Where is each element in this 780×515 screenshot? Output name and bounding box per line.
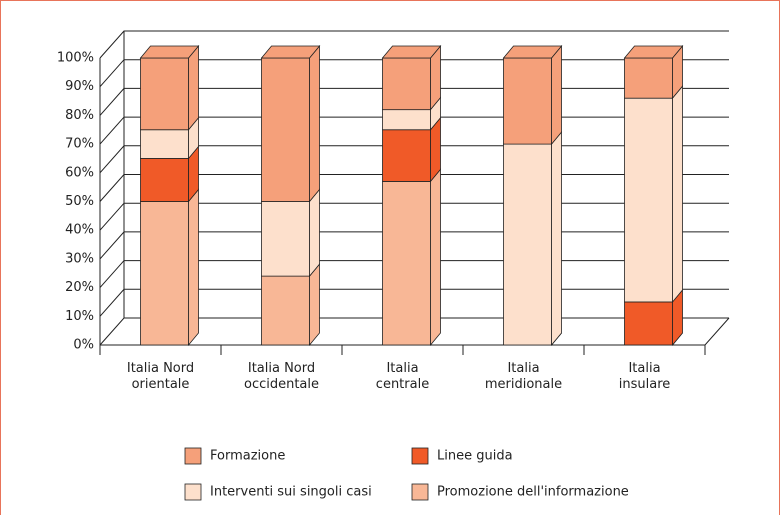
bar-side	[309, 263, 320, 347]
bar-segment	[140, 158, 189, 202]
bar-segment	[624, 97, 673, 303]
x-tick-label: Italia Nord orientale	[126, 361, 195, 392]
bar-segment	[624, 57, 673, 99]
y-tick-label: 30%	[65, 251, 94, 266]
bar-segment	[382, 129, 431, 182]
bar-side	[430, 168, 441, 347]
bar-side	[188, 188, 199, 347]
bar-side	[672, 85, 683, 304]
bar-top	[260, 45, 321, 59]
bar-top	[381, 45, 442, 59]
x-tick-label: Italia meridionale	[484, 361, 563, 392]
x-tick-label: Italia Nord occidentale	[243, 361, 320, 392]
legend-label: Formazione	[210, 449, 285, 464]
bar-segment	[261, 57, 310, 202]
x-tick-label: Italia centrale	[375, 361, 430, 392]
legend-swatch	[184, 447, 202, 465]
bar-segment	[503, 57, 552, 145]
y-tick-label: 80%	[65, 108, 94, 123]
bar-segment	[503, 143, 552, 346]
bar-segment	[140, 201, 189, 346]
legend-label: Interventi sui singoli casi	[210, 485, 372, 500]
y-tick-label: 20%	[65, 280, 94, 295]
bar-top	[623, 45, 684, 59]
bar-top	[139, 45, 200, 59]
y-tick-label: 90%	[65, 79, 94, 94]
y-tick-label: 40%	[65, 223, 94, 238]
bar-segment	[140, 57, 189, 131]
bar-segment	[140, 129, 189, 159]
bar-side	[309, 188, 320, 278]
bar-segment	[382, 181, 431, 346]
bar-segment	[382, 57, 431, 111]
legend-swatch	[411, 483, 429, 501]
legend-label: Linee guida	[437, 449, 513, 464]
bar-side	[309, 44, 320, 203]
y-tick-label: 60%	[65, 165, 94, 180]
bar-segment	[624, 301, 673, 346]
x-tick-label: Italia insulare	[618, 361, 671, 392]
y-tick-label: 50%	[65, 194, 94, 209]
y-tick-label: 10%	[65, 309, 94, 324]
grid-line	[99, 30, 729, 59]
bar-side	[551, 130, 562, 347]
legend-swatch	[411, 447, 429, 465]
y-tick-label: 100%	[57, 51, 94, 66]
bar-side	[551, 44, 562, 146]
legend-swatch	[184, 483, 202, 501]
y-tick-label: 0%	[73, 338, 94, 353]
bar-side	[188, 44, 199, 131]
bar-segment	[382, 109, 431, 131]
y-tick-label: 70%	[65, 137, 94, 152]
bar-top	[502, 45, 563, 59]
legend-label: Promozione dell'informazione	[437, 485, 629, 500]
bar-segment	[261, 201, 310, 277]
bar-segment	[261, 275, 310, 346]
